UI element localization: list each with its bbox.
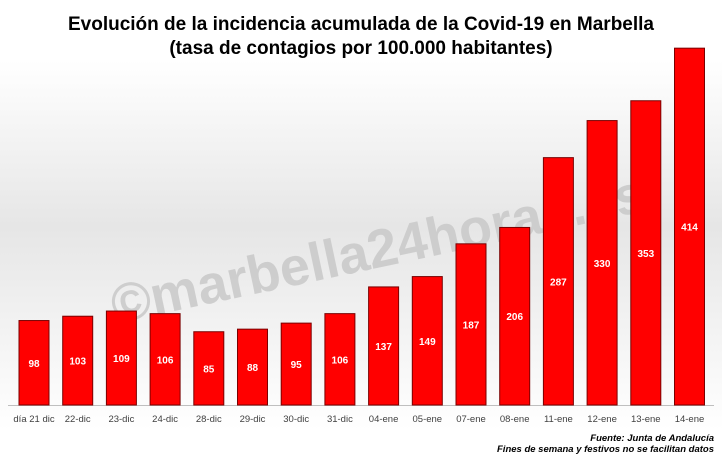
data-label: 85 xyxy=(203,364,215,375)
bar-24-dic xyxy=(149,313,181,406)
chart-subtitle: (tasa de contagios por 100.000 habitante… xyxy=(169,38,553,59)
source-note: Fuente: Junta de Andalucía xyxy=(590,433,714,444)
data-label: 206 xyxy=(506,312,523,323)
data-label: 137 xyxy=(375,342,392,353)
x-tick-label: 24-dic xyxy=(152,414,178,425)
bar-04-ene xyxy=(368,286,400,406)
data-label: 353 xyxy=(637,249,654,260)
x-tick-label: 11-ene xyxy=(544,414,573,425)
data-label: 95 xyxy=(291,360,303,371)
x-tick-label: día 21 dic xyxy=(13,414,54,425)
x-tick-label: 05-ene xyxy=(413,414,443,425)
data-label: 330 xyxy=(594,259,611,270)
data-label: 109 xyxy=(113,354,130,365)
bar-día 21 dic xyxy=(18,320,50,406)
x-tick-label: 22-dic xyxy=(65,414,91,425)
x-tick-label: 04-ene xyxy=(369,414,399,425)
data-label: 414 xyxy=(681,223,698,234)
data-label: 106 xyxy=(332,355,349,366)
bar-30-dic xyxy=(280,322,312,406)
bar-23-dic xyxy=(105,310,137,406)
bar-29-dic xyxy=(237,328,268,406)
bar-31-dic xyxy=(324,313,356,406)
x-tick-label: 14-ene xyxy=(675,414,705,425)
x-tick-label: 07-ene xyxy=(456,414,486,425)
x-tick-label: 12-ene xyxy=(587,414,617,425)
chart-title: Evolución de la incidencia acumulada de … xyxy=(67,14,654,35)
bar-13-ene xyxy=(630,100,662,406)
x-tick-label: 31-dic xyxy=(327,414,353,425)
x-tick-label: 08-ene xyxy=(500,414,530,425)
data-label: 103 xyxy=(69,357,86,368)
x-tick-label: 30-dic xyxy=(283,414,309,425)
x-tick-label: 23-dic xyxy=(108,414,134,425)
data-label: 149 xyxy=(419,337,436,348)
data-note: Fines de semana y festivos no se facilit… xyxy=(497,444,714,455)
bar-05-ene xyxy=(411,276,443,406)
x-tick-label: 28-dic xyxy=(196,414,222,425)
bar-12-ene xyxy=(586,120,618,406)
data-label: 88 xyxy=(247,363,259,374)
x-tick-label: 29-dic xyxy=(240,414,266,425)
data-label: 187 xyxy=(463,320,480,331)
bar-28-dic xyxy=(193,331,225,406)
bar-22-dic xyxy=(62,315,94,406)
bar-08-ene xyxy=(499,226,531,406)
bar-14-ene xyxy=(674,47,705,406)
data-label: 98 xyxy=(28,359,40,370)
data-label: 287 xyxy=(550,277,567,288)
bar-11-ene xyxy=(542,157,574,406)
data-label: 106 xyxy=(157,355,174,366)
x-tick-label: 13-ene xyxy=(631,414,661,425)
bar-07-ene xyxy=(455,243,487,406)
